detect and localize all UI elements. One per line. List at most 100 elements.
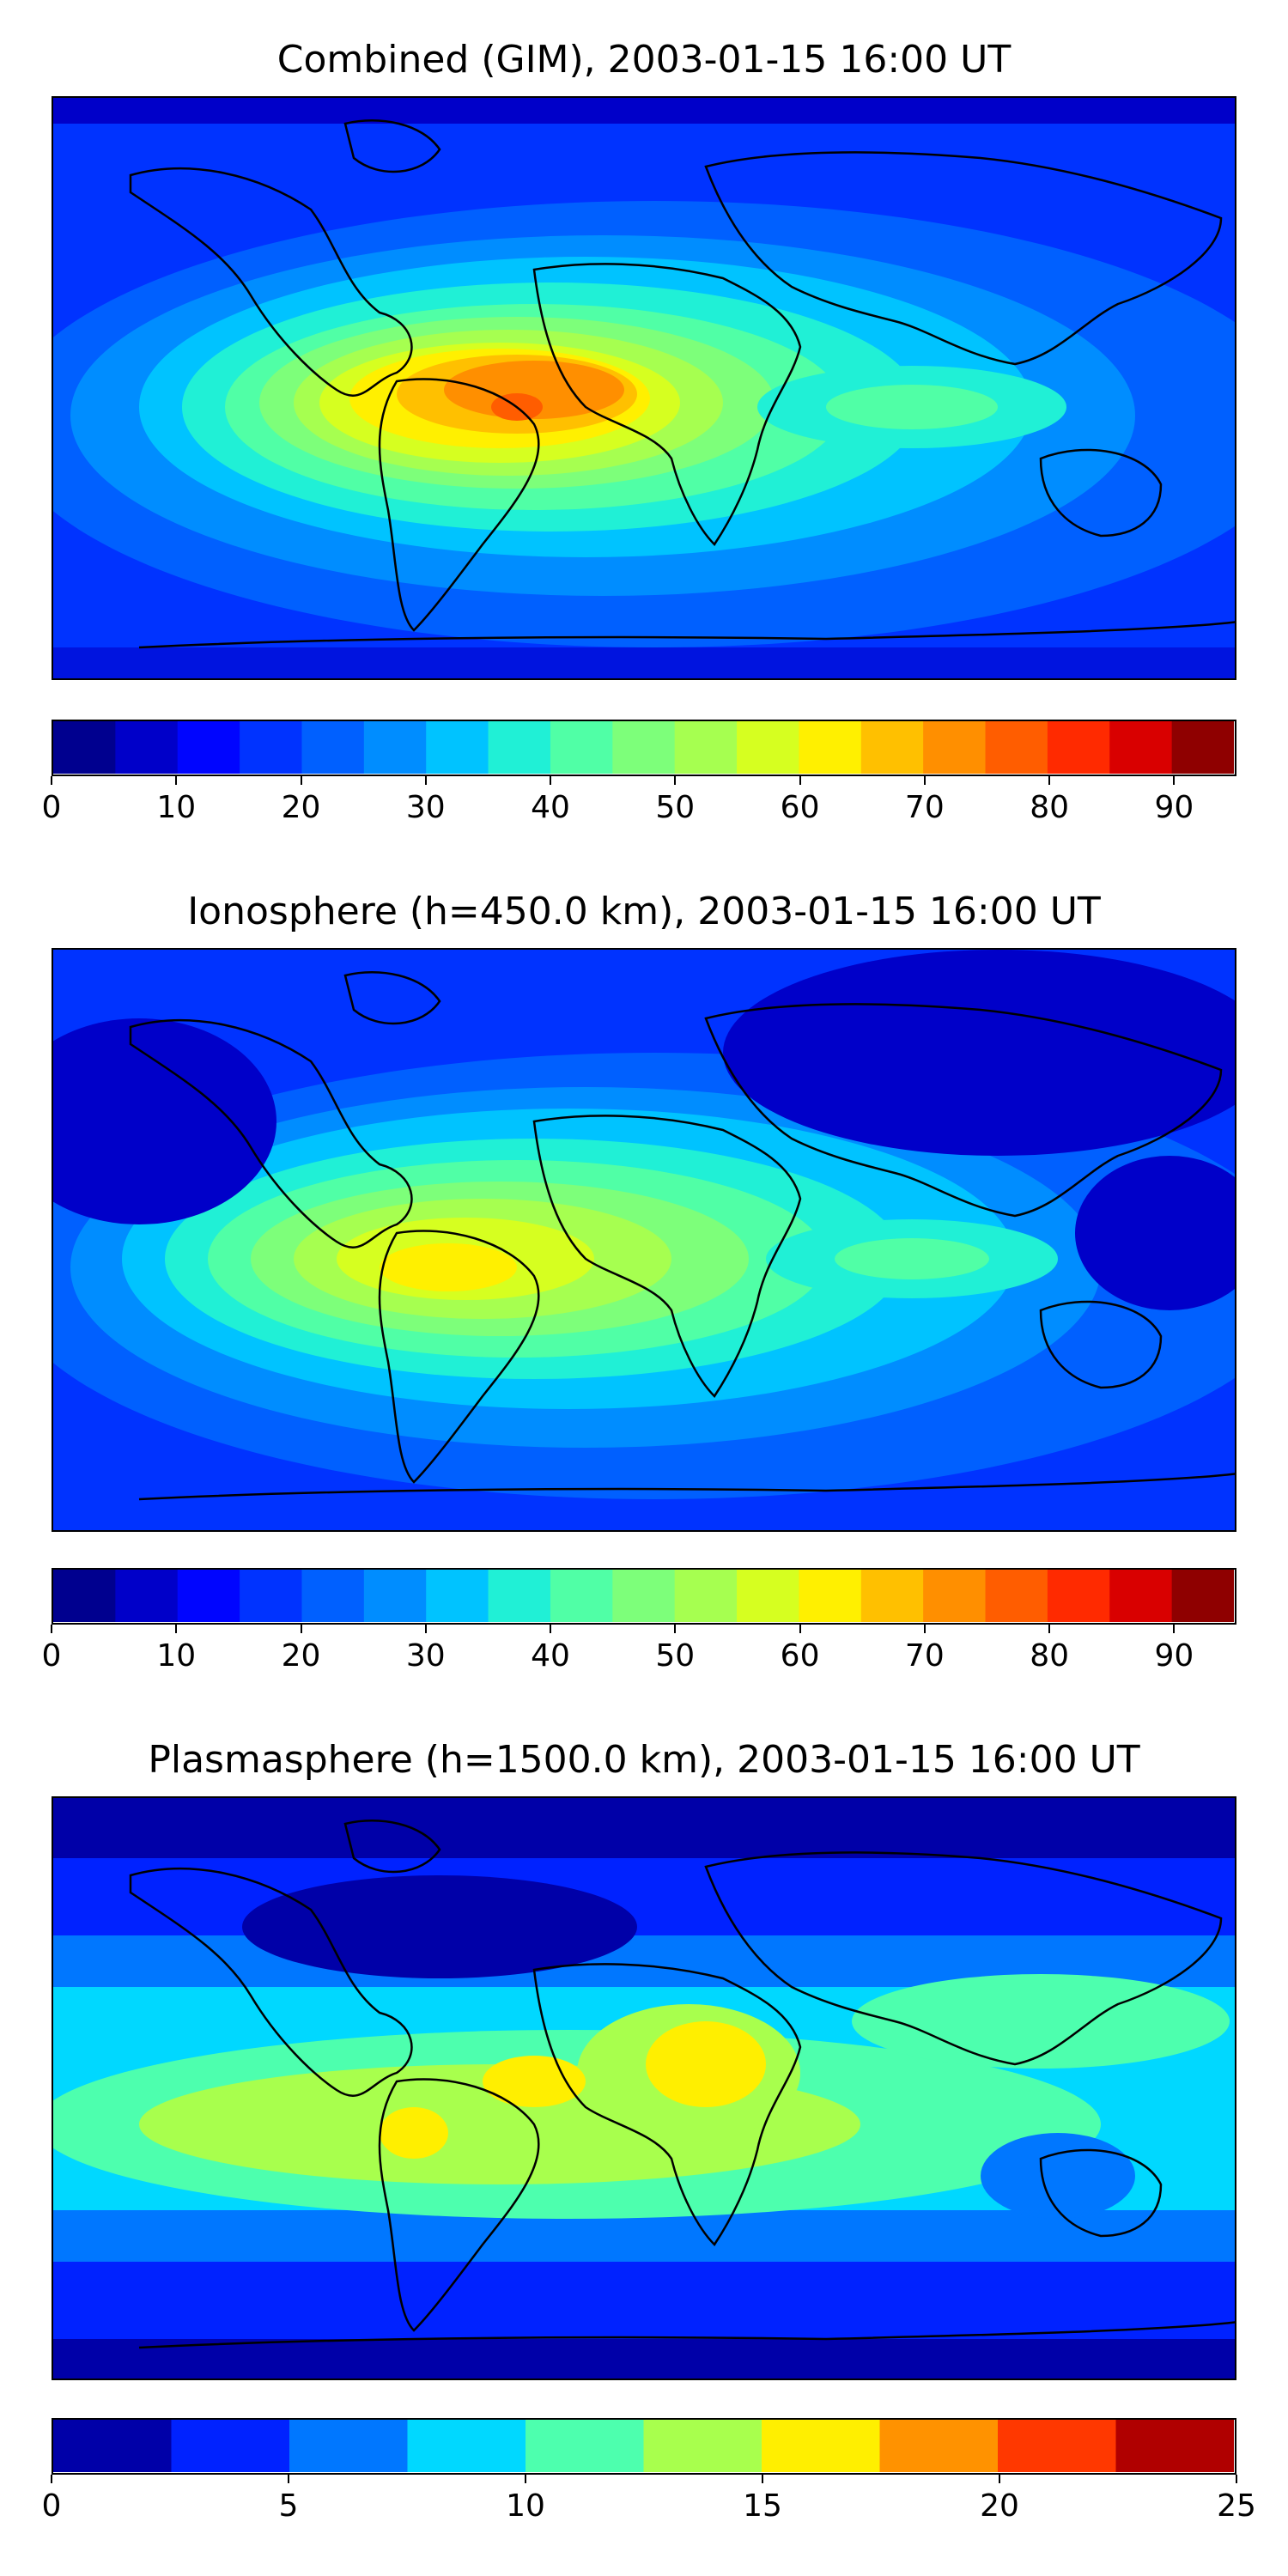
colorbar-segment: [53, 721, 116, 774]
colorbar-segment: [1171, 721, 1234, 774]
panel-title-ionosphere: Ionosphere (h=450.0 km), 2003-01-15 16:0…: [187, 890, 1101, 933]
colorbar-segment: [799, 1570, 862, 1622]
colorbar-segment: [860, 721, 924, 774]
colorbar-segment: [407, 2420, 526, 2472]
colorbar-tick-label: 20: [281, 790, 321, 825]
colorbar-segment: [177, 721, 240, 774]
colorbar-segment: [301, 1570, 365, 1622]
colorbar-segment: [240, 721, 303, 774]
colorbar-segment: [737, 721, 800, 774]
colorbar-ticks-combined: 0 10 20 30 40 50 60 70 80 90: [42, 776, 1236, 828]
colorbar-tick-label: 50: [655, 790, 696, 825]
panel-title-plasmasphere: Plasmasphere (h=1500.0 km), 2003-01-15 1…: [148, 1738, 1140, 1782]
colorbar-segment: [1047, 721, 1110, 774]
colorbar-tick-mark: [51, 776, 52, 785]
colorbar-segment: [612, 1570, 676, 1622]
colorbar-tick-mark: [1173, 776, 1176, 785]
colorbar-tick-label: 50: [655, 1638, 696, 1674]
colorbar-tick-label: 10: [156, 790, 197, 825]
colorbar-segment: [1109, 721, 1173, 774]
colorbar-combined: [52, 720, 1236, 776]
colorbar-segment: [799, 721, 862, 774]
colorbar-tick-label: 10: [156, 1638, 197, 1674]
colorbar-tick-mark: [999, 2475, 1000, 2483]
colorbar-tick-mark: [1236, 2475, 1237, 2483]
colorbar-segment: [923, 1570, 987, 1622]
colorbar-segment: [762, 2420, 881, 2472]
colorbar-segment: [177, 1570, 240, 1622]
colorbar-segment: [985, 721, 1048, 774]
colorbar-tick-mark: [923, 1625, 926, 1633]
colorbar-segment: [115, 1570, 179, 1622]
colorbar-plasmasphere: [52, 2418, 1236, 2475]
colorbar-segment: [1171, 1570, 1234, 1622]
colorbar-segment: [550, 721, 613, 774]
colorbar-segment: [301, 721, 365, 774]
colorbar-tick-mark: [300, 1625, 302, 1633]
colorbar-tick-mark: [674, 776, 677, 785]
colorbar-tick-mark: [51, 1625, 52, 1633]
colorbar-tick-label: 30: [405, 790, 446, 825]
colorbar-tick-label: 20: [281, 1638, 321, 1674]
colorbar-tick-mark: [288, 2475, 289, 2483]
colorbar-segment: [289, 2420, 409, 2472]
colorbar-tick-label: 90: [1154, 1638, 1194, 1674]
colorbar-tick-label: 0: [41, 2488, 62, 2524]
colorbar-segment: [998, 2420, 1117, 2472]
colorbar-segment: [1115, 2420, 1234, 2472]
colorbar-segment: [1109, 1570, 1173, 1622]
colorbar-segment: [985, 1570, 1048, 1622]
colorbar-tick-label: 70: [904, 1638, 945, 1674]
map-ionosphere: [52, 948, 1236, 1532]
colorbar-tick-label: 25: [1217, 2488, 1256, 2524]
colorbar-tick-label: 40: [531, 1638, 570, 1674]
colorbar-segment: [526, 2420, 645, 2472]
colorbar-tick-mark: [762, 2475, 763, 2483]
colorbar-segment: [923, 721, 987, 774]
colorbar-tick-mark: [674, 1625, 677, 1633]
colorbar-segment: [363, 1570, 427, 1622]
colorbar-segment: [115, 721, 179, 774]
colorbar-tick-mark: [300, 776, 302, 785]
colorbar-tick-label: 70: [904, 790, 945, 825]
colorbar-segment: [612, 721, 676, 774]
colorbar-tick-mark: [1048, 1625, 1051, 1633]
colorbar-segment: [879, 2420, 999, 2472]
colorbar-segment: [363, 721, 427, 774]
colorbar-tick-mark: [424, 776, 427, 785]
colorbar-segment: [488, 721, 551, 774]
colorbar-tick-mark: [51, 2475, 52, 2483]
colorbar-segment: [674, 721, 738, 774]
colorbar-tick-label: 10: [506, 2488, 545, 2524]
colorbar-tick-mark: [799, 776, 801, 785]
colorbar-segment: [426, 1570, 489, 1622]
colorbar-tick-mark: [550, 1625, 552, 1633]
colorbar-tick-label: 60: [780, 790, 820, 825]
map-combined: [52, 96, 1236, 680]
colorbar-tick-label: 40: [531, 790, 570, 825]
colorbar-tick-label: 5: [278, 2488, 299, 2524]
colorbar-segment: [488, 1570, 551, 1622]
colorbar-tick-label: 20: [980, 2488, 1019, 2524]
colorbar-tick-label: 30: [405, 1638, 446, 1674]
colorbar-tick-mark: [1173, 1625, 1176, 1633]
colorbar-tick-mark: [923, 776, 926, 785]
colorbar-tick-label: 80: [1030, 790, 1069, 825]
colorbar-segment: [550, 1570, 613, 1622]
colorbar-tick-mark: [1048, 776, 1051, 785]
colorbar-segment: [53, 1570, 116, 1622]
colorbar-tick-mark: [525, 2475, 526, 2483]
colorbar-segment: [1047, 1570, 1110, 1622]
map-plasmasphere: [52, 1796, 1236, 2380]
colorbar-segment: [240, 1570, 303, 1622]
colorbar-segment: [674, 1570, 738, 1622]
colorbar-segment: [643, 2420, 762, 2472]
colorbar-tick-mark: [550, 776, 552, 785]
colorbar-tick-label: 15: [743, 2488, 782, 2524]
colorbar-tick-mark: [175, 776, 178, 785]
colorbar-tick-label: 80: [1030, 1638, 1069, 1674]
colorbar-tick-label: 90: [1154, 790, 1194, 825]
colorbar-segment: [737, 1570, 800, 1622]
colorbar-tick-mark: [175, 1625, 178, 1633]
colorbar-tick-label: 0: [41, 790, 62, 825]
